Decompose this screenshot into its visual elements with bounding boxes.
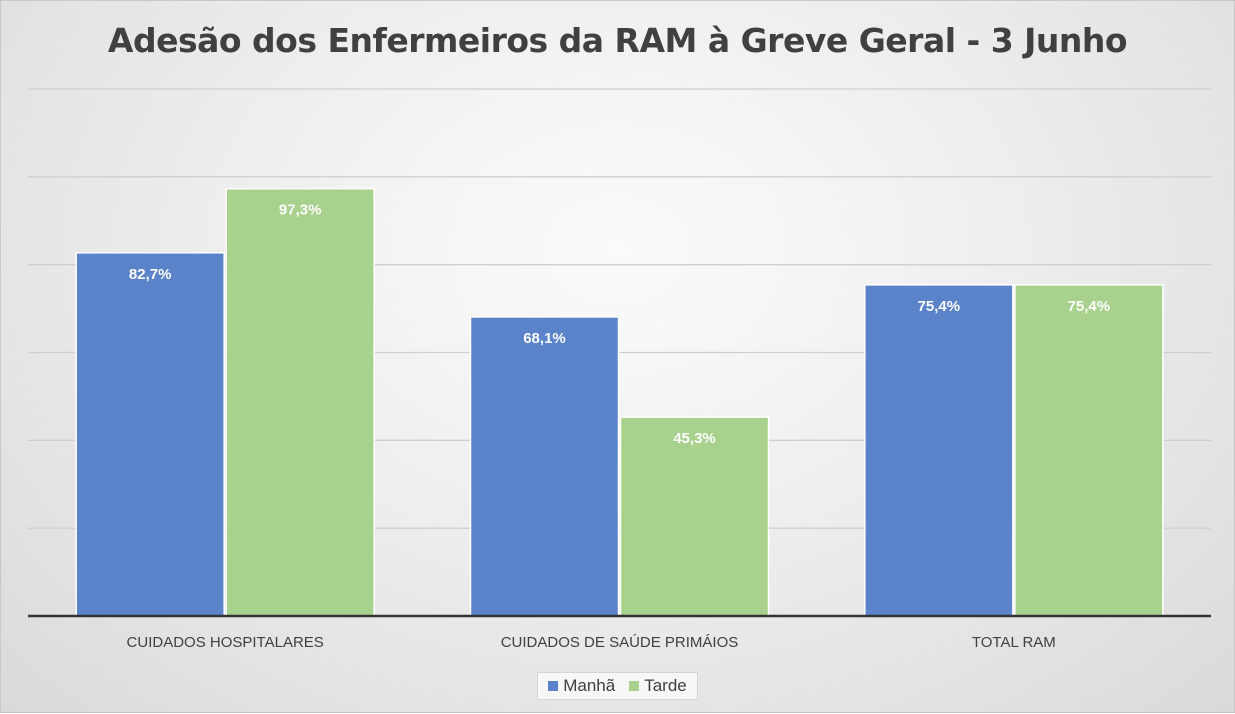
- legend-swatch-manha: [548, 681, 559, 691]
- category-label: CUIDADOS HOSPITALARES: [127, 634, 324, 651]
- bar-tarde: [1014, 284, 1164, 617]
- legend-box: Manhã Tarde: [537, 672, 698, 700]
- data-label: 97,3%: [279, 202, 322, 219]
- category-label: TOTAL RAM: [972, 634, 1056, 651]
- legend-item-tarde: Tarde: [629, 676, 687, 696]
- data-label: 75,4%: [918, 298, 961, 315]
- data-label: 68,1%: [523, 330, 566, 347]
- bar-tarde: [619, 416, 770, 617]
- legend-label-manha: Manhã: [563, 676, 616, 695]
- bar-manha: [864, 284, 1014, 617]
- chart-title: Adesão dos Enfermeiros da RAM à Greve Ge…: [107, 21, 1128, 60]
- category-label: CUIDADOS DE SAÚDE PRIMÁIOS: [501, 634, 739, 651]
- legend-item-manha: Manhã: [548, 676, 615, 696]
- legend: Manhã Tarde: [1, 672, 1234, 700]
- data-label: 75,4%: [1068, 298, 1111, 315]
- data-label: 45,3%: [673, 430, 716, 447]
- data-label: 82,7%: [129, 266, 172, 283]
- bar-tarde: [225, 187, 375, 617]
- bar-manha: [469, 316, 620, 617]
- bar-manha: [75, 252, 225, 617]
- legend-label-tarde: Tarde: [644, 676, 687, 695]
- legend-swatch-tarde: [629, 681, 640, 691]
